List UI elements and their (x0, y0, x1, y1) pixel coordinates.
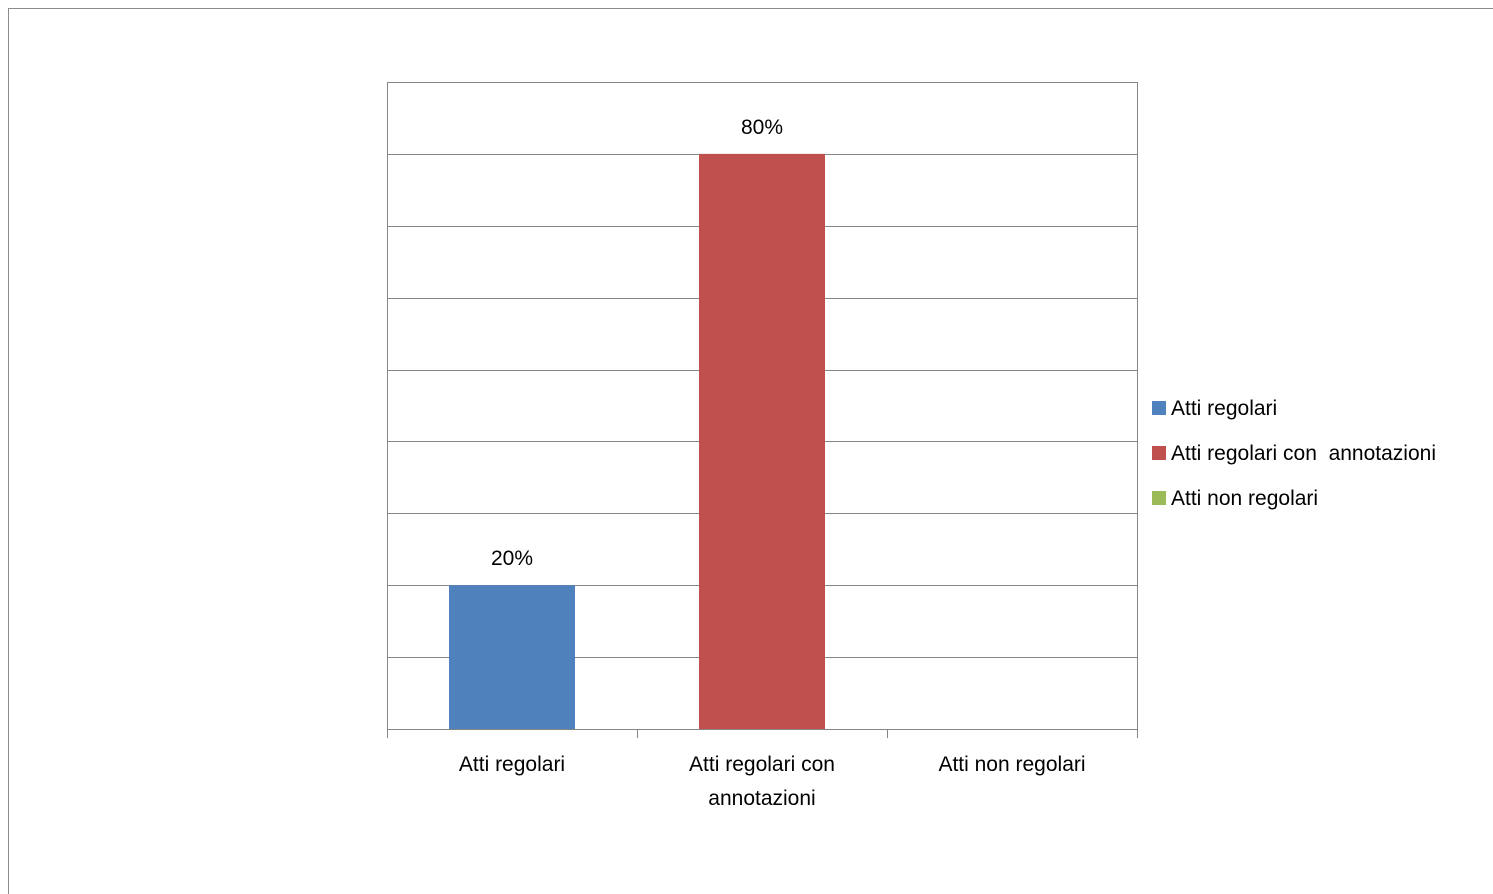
legend-swatch-2 (1152, 446, 1166, 460)
legend-swatch-3 (1152, 491, 1166, 505)
legend-label-3: Atti non regolari (1171, 487, 1318, 510)
x-tick-label-2: Atti regolari con annotazioni (689, 753, 835, 810)
data-label-1: 20% (491, 547, 533, 570)
legend-label-1: Atti regolari (1171, 397, 1277, 420)
bar-2 (699, 153, 825, 729)
x-tick-label-3: Atti non regolari (938, 753, 1085, 776)
x-tick-label-1: Atti regolari (459, 753, 565, 776)
bar-1 (449, 585, 575, 729)
legend-label-2: Atti regolari con annotazioni (1171, 442, 1436, 465)
data-label-2: 80% (741, 116, 783, 139)
legend-swatch-1 (1152, 401, 1166, 415)
